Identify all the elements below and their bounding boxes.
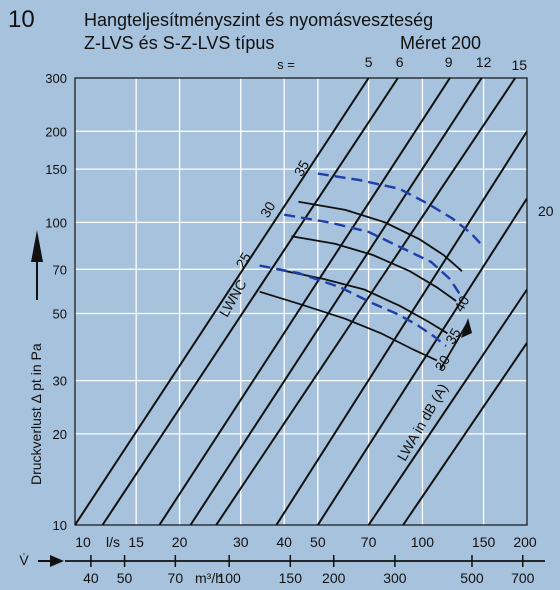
s-line-9 [158,78,451,525]
x-tick-label: 70 [361,534,377,550]
secondary-tick-label: 500 [460,570,484,586]
s-line-6 [101,78,399,525]
lwa-arrow-head [461,318,472,338]
chart-title-line1: Hangteljesítményszint és nyomásveszteség [84,10,434,30]
s-line-extra-8 [402,342,527,525]
x-axis-arrow-head [50,555,64,567]
x-tick-label: 50 [310,534,326,550]
x-tick-label: 40 [276,534,292,550]
secondary-tick-label: 40 [83,570,99,586]
lwa-label-40: 40 [451,293,473,315]
lwnc-curve-25 [259,264,447,348]
grid [75,78,527,525]
y-tick-label: 70 [53,262,67,277]
y-axis-label: Druckverlust Δ pt in Pa [28,343,44,485]
lwa-arrow-shaft [439,321,469,371]
s-lines [75,78,527,525]
secondary-tick-label: 200 [322,570,346,586]
y-tick-label: 100 [45,215,67,230]
size-label: Méret 200 [400,33,482,53]
x-unit-label: l/s [106,534,120,550]
x-tick-label: 30 [233,534,249,550]
secondary-tick-label: 70 [168,570,184,586]
s-line-extra-7 [367,288,527,525]
lwnc-curve-35 [317,172,485,248]
lwnc-curve-30 [283,213,461,295]
lwa-label-35: 35 [442,325,464,347]
x-axis-symbol: V̇ [19,552,29,568]
y-tick-label: 300 [45,71,67,86]
s-label-6: 6 [396,54,404,70]
y-tick-label: 30 [53,374,67,389]
s-line-12 [189,78,483,525]
s-line-20 [275,130,527,525]
secondary-tick-label: 50 [117,570,133,586]
lwnc-label-35: 35 [291,157,313,179]
s-label-5: 5 [365,54,373,70]
secondary-tick-label: 700 [511,570,535,586]
s-label-9: 9 [445,54,453,70]
s-label-15: 15 [511,57,527,73]
lwa-curves [259,200,463,362]
y-tick-label: 10 [53,518,67,533]
x-tick-label: 20 [172,534,188,550]
y-tick-label: 20 [53,427,67,442]
x-tick-label: 150 [472,534,496,550]
s-line-15 [215,78,517,525]
x-tick-label: 10 [75,534,91,550]
plot-frame [74,77,528,526]
axes: 10 20 30 50 70 100 150 200 300 Druckverlust Δ pt … [19,71,545,586]
s-label-12: 12 [476,54,492,70]
lwa-curve-35 [276,268,448,335]
s-label-20: 20 [538,203,554,219]
s-line-5 [75,78,370,525]
figure-number: 10 [8,6,35,33]
lwa-label-30: 30 [432,352,454,374]
s-prefix-label: s = [277,57,295,72]
y-tick-label: 150 [45,162,67,177]
secondary-tick-label: 100 [217,570,241,586]
chart-title-line2: Z-LVS és S-Z-LVS típus [84,33,275,53]
lwa-curve-30 [259,290,438,362]
s-line-extra-6 [316,197,527,525]
lwnc-label-25: 25 [232,249,254,271]
secondary-tick-label: 150 [279,570,303,586]
x-tick-label: 100 [411,534,435,550]
y-tick-label: 200 [45,124,67,139]
x-tick-label: 200 [513,534,537,550]
plot-border [74,77,528,526]
x-tick-label: 15 [128,534,144,550]
lwnc-curves [259,172,485,348]
lwa-curve-top-3 [298,200,463,272]
lwnc-label-30: 30 [257,199,279,221]
y-axis-arrow-head [31,230,43,262]
y-tick-label: 50 [53,306,67,321]
secondary-unit-label: m³/h [195,570,223,586]
secondary-tick-label: 300 [383,570,407,586]
lwa-curve-40 [291,235,457,302]
